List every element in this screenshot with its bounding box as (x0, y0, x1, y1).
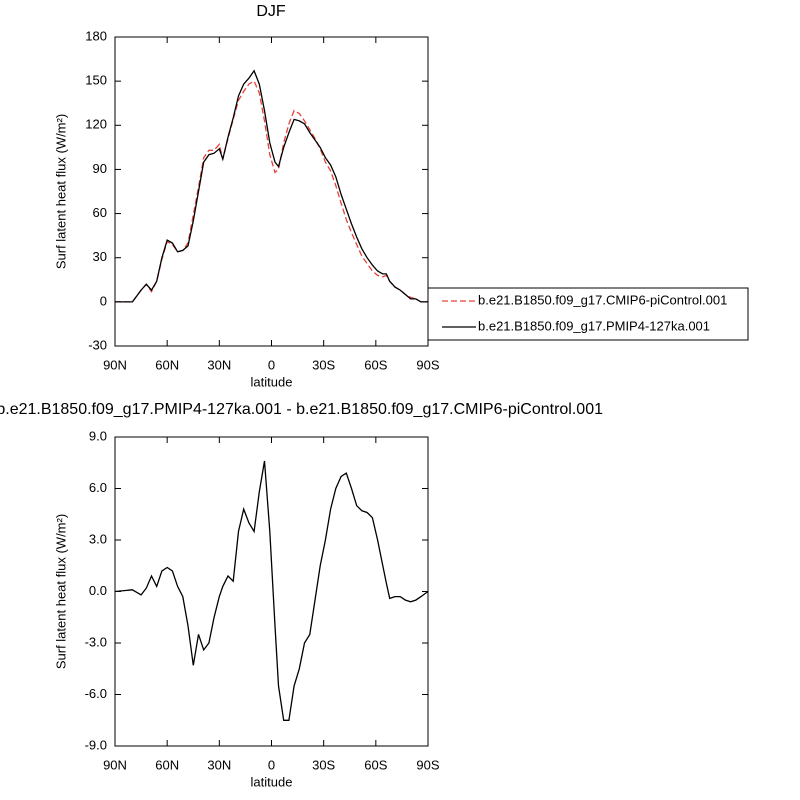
x-tick-label: 90S (416, 757, 439, 772)
x-tick-label: 30S (312, 357, 335, 372)
x-tick-label: 60N (155, 357, 179, 372)
y-tick-label: 60 (93, 205, 107, 220)
y-tick-label: 30 (93, 249, 107, 264)
chart-title: DJF (256, 3, 286, 20)
x-tick-label: 30N (207, 357, 231, 372)
x-tick-label: 30S (312, 757, 335, 772)
chart-title: b.e21.B1850.f09_g17.PMIP4-127ka.001 - b.… (0, 401, 603, 418)
y-axis-label: Surf latent heat flux (W/m²) (53, 114, 68, 269)
y-axis-label: Surf latent heat flux (W/m²) (53, 514, 68, 669)
y-tick-label: 150 (85, 73, 107, 88)
x-tick-label: 60N (155, 757, 179, 772)
plot-frame (114, 36, 429, 347)
data-line (114, 460, 429, 721)
data-line (115, 80, 428, 303)
x-tick-label: 90N (103, 757, 127, 772)
x-tick-label: 90S (416, 357, 439, 372)
legend-box (427, 287, 749, 341)
y-tick-label: 120 (85, 117, 107, 132)
x-axis-label: latitude (251, 374, 293, 389)
y-tick-label: 6.0 (89, 480, 107, 495)
y-tick-label: 90 (93, 161, 107, 176)
data-line (115, 69, 428, 303)
x-tick-label: 60S (364, 357, 387, 372)
y-tick-label: -3.0 (85, 634, 107, 649)
y-tick-label: -9.0 (85, 737, 107, 752)
x-tick-label: 90N (103, 357, 127, 372)
y-tick-label: -6.0 (85, 686, 107, 701)
x-tick-label: 0 (268, 357, 275, 372)
legend-label: b.e21.B1850.f09_g17.CMIP6-piControl.001 (478, 292, 727, 307)
y-tick-label: 180 (85, 28, 107, 43)
x-tick-label: 30N (207, 757, 231, 772)
y-tick-label: 0 (100, 293, 107, 308)
y-tick-label: 3.0 (89, 531, 107, 546)
y-tick-label: 9.0 (89, 428, 107, 443)
x-axis-label: latitude (251, 774, 293, 789)
x-tick-label: 60S (364, 757, 387, 772)
y-tick-label: -30 (88, 337, 107, 352)
y-tick-label: 0.0 (89, 583, 107, 598)
plot-frame (114, 436, 429, 747)
legend-label: b.e21.B1850.f09_g17.PMIP4-127ka.001 (478, 318, 710, 333)
x-tick-label: 0 (268, 757, 275, 772)
